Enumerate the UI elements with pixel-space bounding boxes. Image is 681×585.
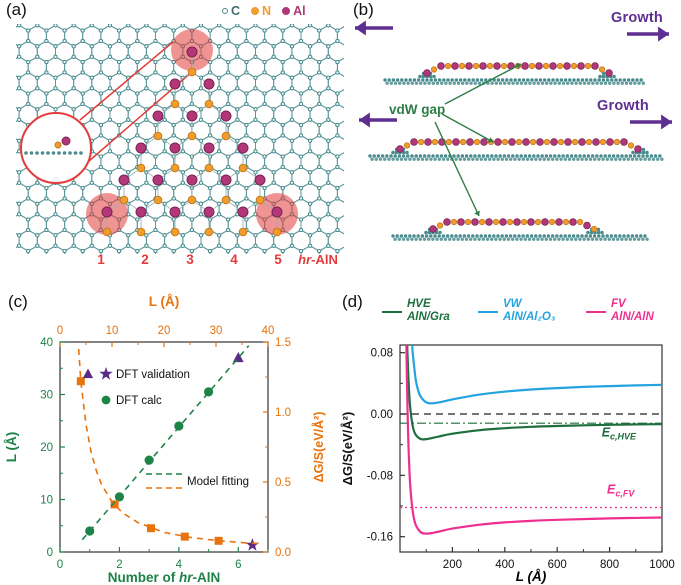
legend-hve-line2: AlN/Gra	[407, 310, 450, 323]
svg-text:DFT calc: DFT calc	[116, 395, 162, 407]
svg-text:40: 40	[40, 337, 53, 349]
fv-line-icon	[586, 311, 606, 313]
legend-fv-line1: FV	[611, 298, 626, 310]
panel-d: 200 400 600 800 1000 0.08 0.00 -0.08 -0.16 Ec,HVE…	[338, 290, 681, 585]
panel-d-label: (d)	[342, 292, 363, 311]
aluminum-atom-icon	[282, 7, 291, 15]
legend-item-carbon: C	[222, 4, 240, 18]
svg-text:600: 600	[548, 559, 567, 571]
svg-text:0.5: 0.5	[275, 477, 291, 489]
svg-text:10: 10	[40, 495, 53, 507]
svg-text:-0.08: -0.08	[367, 470, 393, 482]
vw-line-icon	[478, 311, 498, 313]
panel-a-label: (a)	[6, 0, 27, 19]
svg-text:0.08: 0.08	[371, 348, 393, 360]
hr-aln-italic: hr	[298, 252, 312, 267]
svg-text:0: 0	[47, 547, 53, 559]
svg-text:20: 20	[40, 442, 53, 454]
legend-vw-line1: VW	[503, 298, 522, 310]
panel-b-label: (b)	[353, 0, 374, 19]
svg-text:30: 30	[210, 325, 223, 337]
carbon-label: C	[231, 4, 241, 18]
chart-d-legend: HVE AlN/Gra VW AlN/Al₂O₃ FV AlN/AlN	[338, 290, 681, 336]
nitrogen-atom-icon	[251, 7, 260, 15]
legend-vw-aln-al2o3: VW AlN/Al₂O₃	[478, 298, 555, 324]
growth-schematic-diagram	[355, 20, 672, 241]
site-number-1: 1	[97, 252, 105, 267]
svg-text:Number of hr-AlN: Number of hr-AlN	[108, 570, 221, 585]
aluminum-label: Al	[293, 4, 306, 18]
svg-text:Ec,HVE: Ec,HVE	[602, 426, 637, 442]
site-number-4: 4	[230, 252, 238, 267]
panel-c-label: (c)	[8, 292, 28, 311]
hr-aln-label: hr-AlN	[298, 252, 338, 267]
legend-fv-aln-aln: FV AlN/AlN	[586, 298, 654, 324]
svg-text:L (Å): L (Å)	[149, 294, 180, 309]
svg-text:40: 40	[262, 325, 275, 337]
svg-text:Model fitting: Model fitting	[187, 476, 249, 488]
svg-text:L (Å): L (Å)	[516, 569, 547, 584]
legend-item-nitrogen: N	[251, 4, 271, 18]
site-number-2: 2	[141, 252, 149, 267]
svg-text:Ec,FV: Ec,FV	[607, 482, 635, 498]
panel-a: (a) C N Al 1 2 3 4 5 hr-AlN	[0, 0, 345, 290]
svg-text:ΔG/S(eV/Å²): ΔG/S(eV/Å²)	[340, 412, 355, 486]
growth-label-middle: Growth	[597, 98, 649, 114]
svg-text:1000: 1000	[649, 559, 675, 571]
atom-legend: C N Al	[222, 4, 306, 18]
svg-text:-0.16: -0.16	[367, 532, 393, 544]
legend-vw-line2: AlN/Al₂O₃	[503, 310, 556, 323]
vdw-gap-label: vdW gap	[389, 102, 446, 117]
site-number-5: 5	[274, 252, 282, 267]
legend-fv-line2: AlN/AlN	[611, 310, 654, 323]
adsorption-site-numbers: 1 2 3 4 5 hr-AlN	[0, 252, 345, 274]
svg-text:1.0: 1.0	[275, 407, 291, 419]
svg-text:30: 30	[40, 390, 53, 402]
svg-text:2: 2	[116, 559, 122, 571]
energy-curves-chart: 200 400 600 800 1000 0.08 0.00 -0.08 -0.16 Ec,HVE…	[340, 344, 675, 584]
svg-text:DFT validation: DFT validation	[116, 369, 190, 381]
growth-label-top: Growth	[611, 10, 663, 26]
panel-b: (b) Growth Growth vdW gap	[345, 0, 681, 290]
svg-text:4: 4	[176, 559, 183, 571]
svg-text:10: 10	[106, 325, 119, 337]
svg-text:1.5: 1.5	[275, 337, 291, 349]
legend-hve-line1: HVE	[407, 298, 431, 310]
svg-text:6: 6	[235, 559, 241, 571]
panel-c: 0 2 4 6 0 10 20 30 40 0 10 20 30 40 0.0 0.5 1.0 1.5 L (Å) L…	[0, 290, 338, 585]
svg-text:ΔG/S(eV/Å²): ΔG/S(eV/Å²)	[311, 412, 326, 483]
hr-aln-rest: -AlN	[311, 252, 338, 267]
legend-hve-aln-gra: HVE AlN/Gra	[382, 298, 450, 324]
legend-item-aluminum: Al	[282, 4, 306, 18]
svg-text:0.00: 0.00	[371, 409, 393, 421]
svg-text:800: 800	[600, 559, 619, 571]
svg-text:0: 0	[57, 559, 63, 571]
svg-text:400: 400	[495, 559, 514, 571]
hve-line-icon	[382, 311, 402, 313]
svg-text:0: 0	[57, 325, 63, 337]
svg-text:L (Å): L (Å)	[4, 432, 19, 463]
svg-text:20: 20	[158, 325, 171, 337]
nitrogen-label: N	[262, 4, 272, 18]
svg-text:0.0: 0.0	[275, 547, 291, 559]
site-number-3: 3	[186, 252, 194, 267]
carbon-atom-icon	[222, 8, 228, 14]
graphene-aln-lattice-diagram	[16, 24, 344, 254]
svg-text:200: 200	[443, 559, 462, 571]
dft-scatter-chart: 0 2 4 6 0 10 20 30 40 0 10 20 30 40 0.0 0.5 1.0 1.5 L (Å) L…	[4, 294, 326, 585]
